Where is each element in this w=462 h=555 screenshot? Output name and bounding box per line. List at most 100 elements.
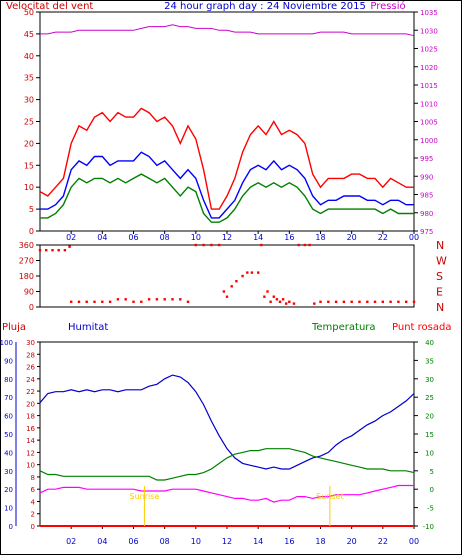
temp-y-tick-label: -10 xyxy=(423,523,434,531)
wind-direction-point xyxy=(108,300,112,303)
wind-direction-point xyxy=(230,285,233,288)
pressure-y-tick-label: 990 xyxy=(420,173,433,181)
wind-direction-point xyxy=(278,300,282,303)
wind-panel-frame xyxy=(39,11,415,232)
temp-y-tick-label: 25 xyxy=(425,394,434,402)
rain-y-tick-label: 26 xyxy=(26,364,35,372)
wind-x-tick-label: 06 xyxy=(128,233,138,242)
wind-y-tick-label: 45 xyxy=(24,30,34,39)
pressure-y-tick-label: 1035 xyxy=(420,9,438,17)
wind-y-tick-label: 40 xyxy=(24,52,34,61)
rain-y-tick-label: 16 xyxy=(26,425,35,433)
wind-series-ratxa xyxy=(39,107,414,210)
sun-label-sunrise: Sunrise xyxy=(129,492,159,501)
rain-y-tick-label: 4 xyxy=(31,498,36,506)
wind-direction-point xyxy=(179,298,182,301)
wind-x-tick-label: 10 xyxy=(191,233,201,242)
rain-y-tick-label: 2 xyxy=(31,511,35,519)
temp-y-tick-label: 35 xyxy=(425,357,434,365)
wind-direction-point xyxy=(319,300,322,303)
rain-y-tick-label: 18 xyxy=(26,413,35,421)
wind-direction-point xyxy=(202,243,205,247)
pressure-y-tick-label: 985 xyxy=(420,192,433,200)
wind-x-tick-label: 20 xyxy=(347,233,357,242)
temp-y-tick-label: 5 xyxy=(430,468,434,476)
compass-label: N xyxy=(436,239,444,252)
wind-x-tick-label: 14 xyxy=(253,233,263,242)
climate-x-tick-label: 06 xyxy=(128,537,138,546)
humidity-y-tick-label: 70 xyxy=(4,394,13,402)
wind-direction-point xyxy=(397,300,400,303)
climate-series-humitat xyxy=(39,374,415,470)
rain-y-tick-label: 12 xyxy=(26,449,35,457)
wind-direction-point xyxy=(70,300,73,303)
climate-x-tick-label: 20 xyxy=(347,537,357,546)
rain-y-tick-label: 14 xyxy=(26,437,35,445)
temp-y-tick-label: -5 xyxy=(427,505,434,513)
wind-x-tick-label: 16 xyxy=(284,233,294,242)
humidity-y-tick-label: 90 xyxy=(4,357,13,365)
wind-direction-point xyxy=(116,298,120,301)
wind-x-tick-label: 18 xyxy=(315,233,325,242)
legend-humitat: Humitat xyxy=(68,322,108,333)
wind-direction-point xyxy=(186,300,190,303)
wind-direction-point xyxy=(381,300,384,303)
sun-label-sunset: Sunset xyxy=(316,492,343,501)
wind-direction-point xyxy=(269,300,272,303)
wind-direction-point xyxy=(327,300,330,303)
direction-y-tick-label: 90 xyxy=(24,288,34,297)
wind-x-tick-label: 22 xyxy=(378,233,388,242)
direction-y-tick-label: 180 xyxy=(19,272,34,281)
climate-x-tick-label: 14 xyxy=(253,537,263,546)
wind-direction-point xyxy=(350,300,353,303)
humidity-y-tick-label: 40 xyxy=(4,449,13,457)
humidity-y-tick-label: 80 xyxy=(4,376,13,384)
wind-direction-point xyxy=(292,302,296,305)
wind-direction-point xyxy=(412,300,416,303)
wind-direction-point xyxy=(124,298,127,301)
chart-title: 24 hour graph day : 24 Noviembre 2015 xyxy=(164,1,366,12)
climate-x-tick-label: 02 xyxy=(66,537,76,546)
climate-series-punt-rosada xyxy=(39,484,414,503)
wind-y-tick-label: 50 xyxy=(24,8,34,17)
pressure-y-tick-label: 1030 xyxy=(420,27,438,35)
wind-direction-point xyxy=(263,295,266,298)
rain-y-tick-label: 20 xyxy=(26,400,35,408)
climate-x-tick-label: 18 xyxy=(315,537,325,546)
wind-direction-point xyxy=(288,300,291,303)
legend-pluja: Pluja xyxy=(2,322,26,333)
compass-label: N xyxy=(436,301,444,314)
wind-y-tick-label: 35 xyxy=(24,74,34,83)
rain-y-tick-label: 28 xyxy=(26,351,35,359)
wind-direction-point xyxy=(45,249,48,252)
pressure-y-tick-label: 995 xyxy=(420,155,433,163)
wind-y-tick-label: 30 xyxy=(24,96,34,105)
temp-y-tick-label: 15 xyxy=(425,431,434,439)
climate-x-tick-label: 10 xyxy=(191,537,201,546)
wind-direction-point xyxy=(405,300,408,303)
wind-direction-point xyxy=(147,298,151,301)
wind-direction-point xyxy=(389,300,392,303)
wind-direction-point xyxy=(266,290,269,293)
wind-direction-point xyxy=(241,274,244,278)
wind-direction-point xyxy=(308,243,311,247)
legend-temperatura: Temperatura xyxy=(311,322,376,333)
wind-direction-point xyxy=(38,249,42,252)
direction-y-tick-label: 0 xyxy=(29,303,34,312)
wind-direction-point xyxy=(250,271,254,274)
wind-direction-point xyxy=(140,300,143,303)
humidity-y-tick-label: 20 xyxy=(4,486,13,494)
wind-direction-point xyxy=(51,249,54,252)
legend-punt-rosada: Punt rosada xyxy=(392,322,451,333)
temp-y-tick-label: 10 xyxy=(425,449,434,457)
wind-direction-point xyxy=(85,300,88,303)
wind-speed-axis-title: Velocitat del vent xyxy=(6,1,93,12)
wind-direction-point xyxy=(194,243,197,247)
direction-y-tick-label: 360 xyxy=(19,241,34,250)
wind-y-tick-label: 0 xyxy=(29,227,34,236)
wind-direction-point xyxy=(373,300,377,303)
compass-label: S xyxy=(436,270,443,283)
humidity-y-tick-label: 60 xyxy=(4,413,13,421)
